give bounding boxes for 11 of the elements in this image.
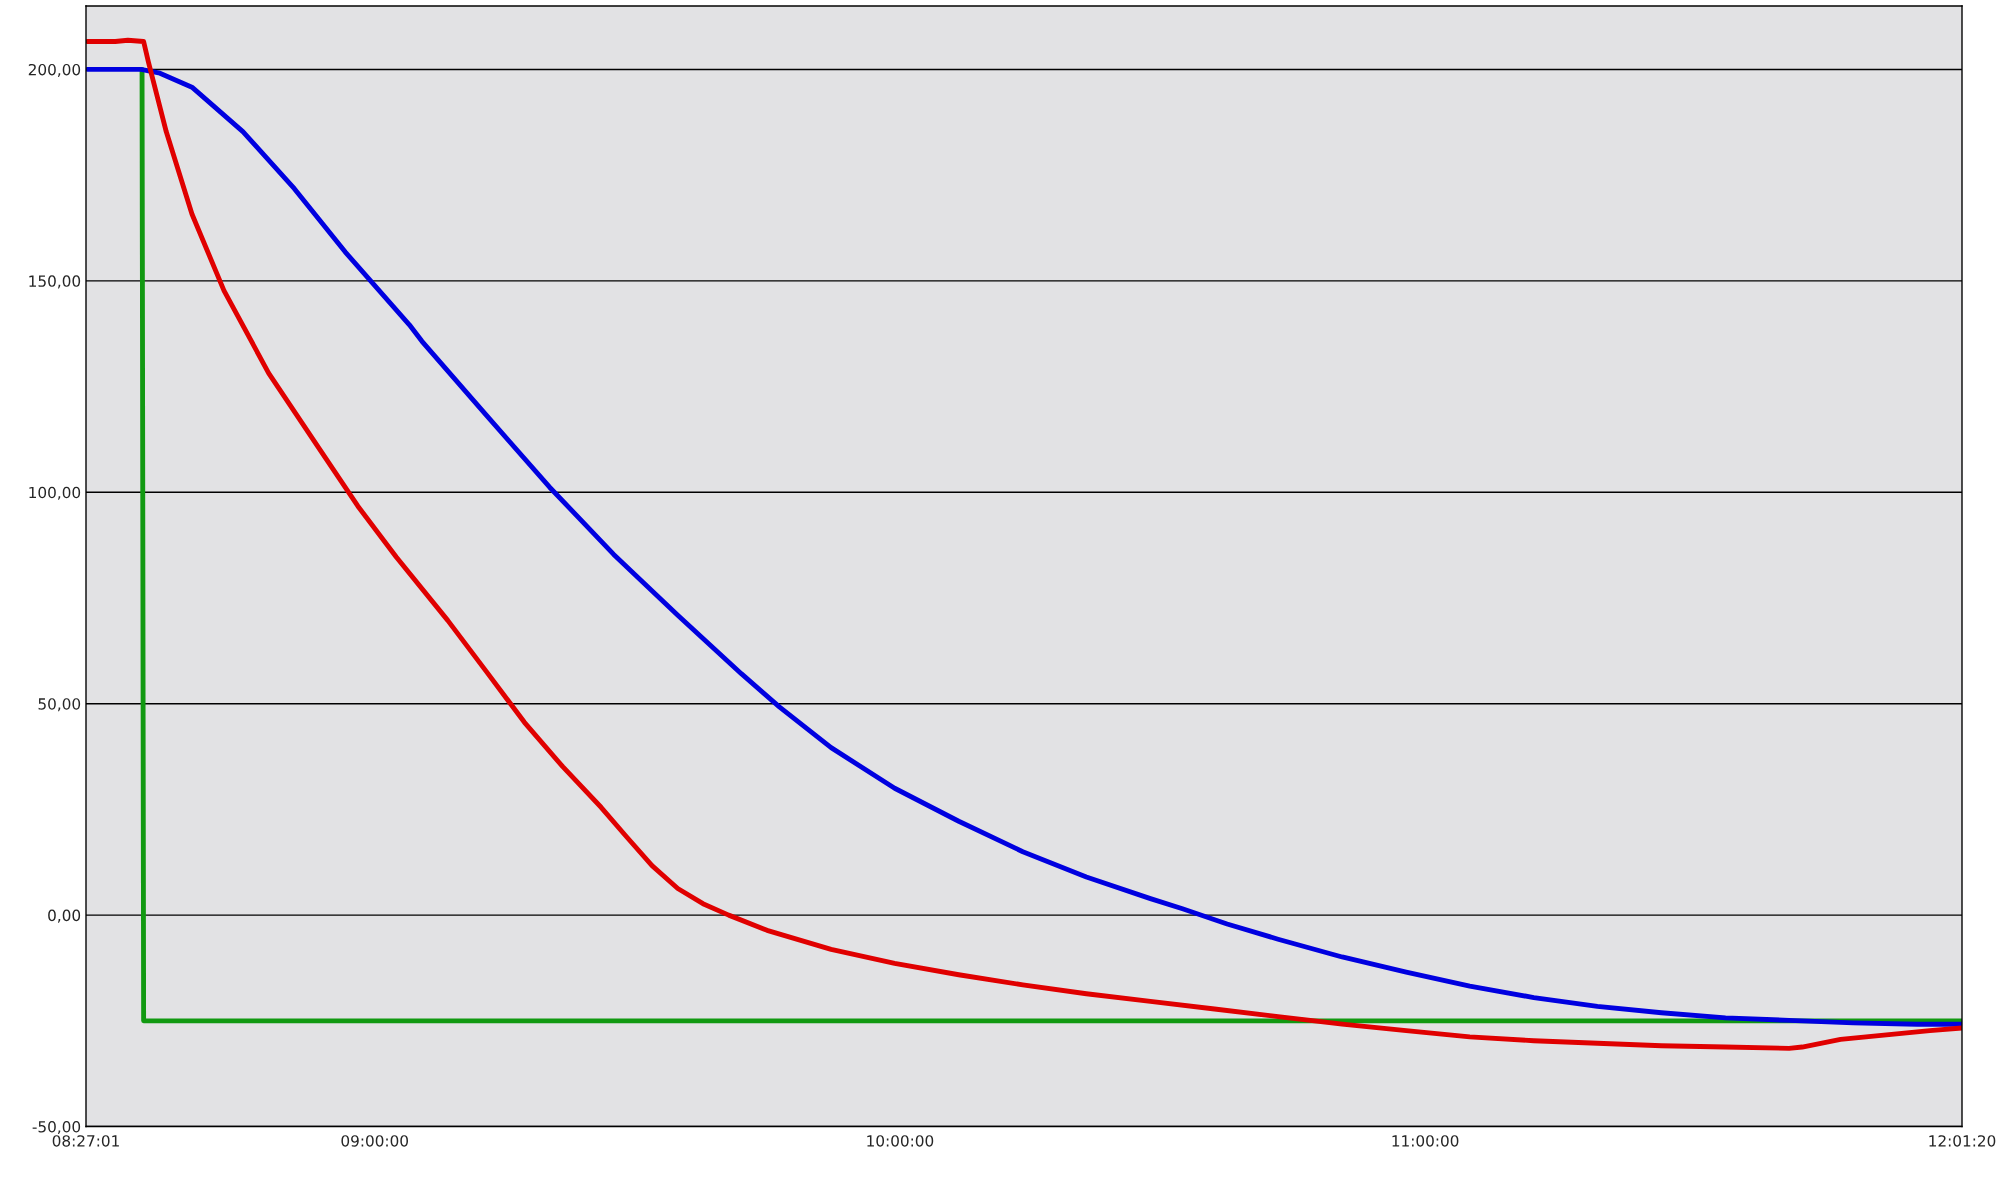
y-tick-label: -50,00 (32, 1121, 81, 1135)
y-tick-label: 0,00 (48, 909, 81, 923)
x-tick-label: 10:00:00 (867, 1135, 934, 1147)
y-tick-label: 50,00 (38, 698, 81, 712)
x-tick-label: 08:27:01 (52, 1135, 119, 1147)
y-tick-label: 200,00 (28, 63, 81, 78)
y-tick-label: 150,00 (29, 275, 81, 289)
y-tick-label: 100,00 (29, 486, 81, 500)
x-tick-label: 12:01:20 (1929, 1135, 1996, 1147)
x-tick-label: 09:00:00 (341, 1135, 409, 1147)
x-tick-label: 11:00:00 (1392, 1135, 1459, 1147)
